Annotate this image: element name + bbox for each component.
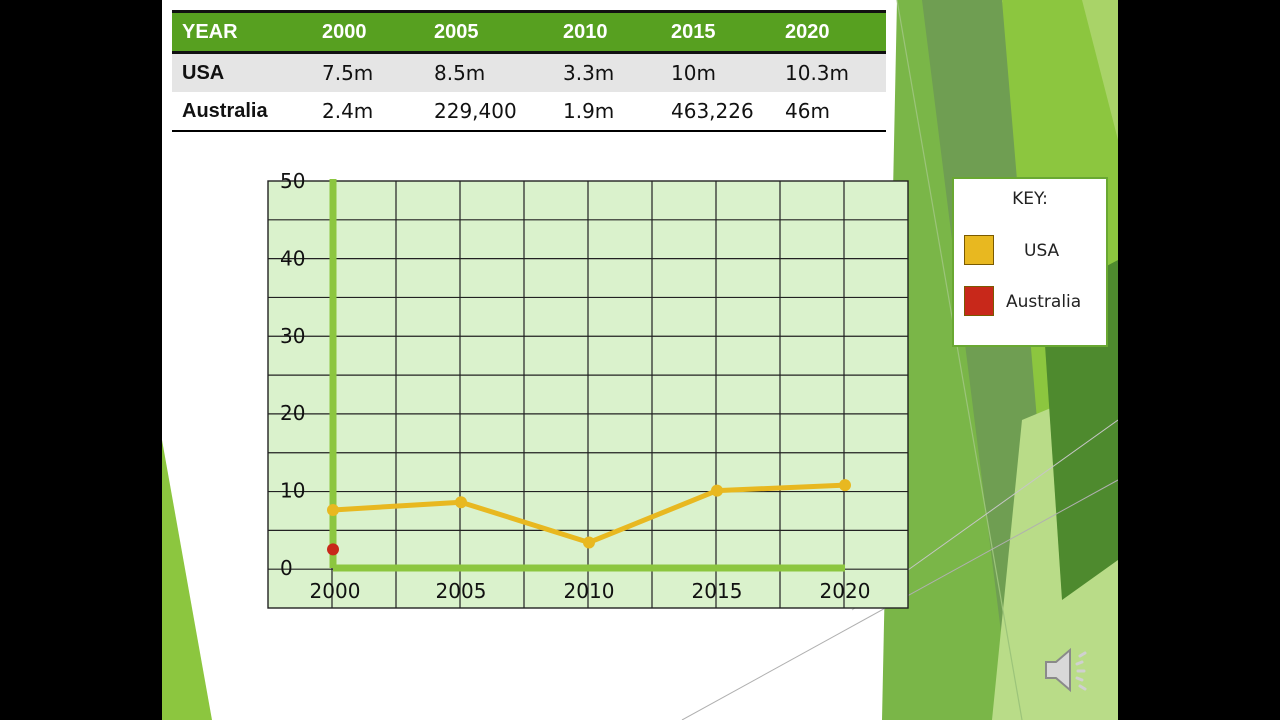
line-chart: 2000 2005 2010 2015 2020 0 10 20 30 40 50 xyxy=(267,169,909,609)
table-cell: 3.3m xyxy=(553,52,661,92)
table-header-row: YEAR 2000 2005 2010 2015 2020 xyxy=(172,10,886,54)
chart-axes xyxy=(329,179,845,572)
legend-label-australia: Australia xyxy=(1006,292,1082,312)
y-tick-label: 30 xyxy=(280,324,305,348)
table-row: Australia 2.4m 229,400 1.9m 463,226 46m xyxy=(172,92,886,131)
chart-tick-labels: 2000 2005 2010 2015 2020 0 10 20 30 40 50 xyxy=(280,169,870,603)
table-cell: 2.4m xyxy=(322,99,374,123)
data-point-usa xyxy=(839,479,851,492)
y-tick-label: 50 xyxy=(280,169,305,193)
table-cell: 463,226 xyxy=(671,99,754,123)
x-tick-label: 2010 xyxy=(564,579,615,603)
table-cell: 229,400 xyxy=(434,99,517,123)
header-cell: 2015 xyxy=(661,10,775,54)
y-tick-label: 10 xyxy=(280,479,305,503)
table-cell: 10.3m xyxy=(775,52,886,92)
legend-swatch-usa xyxy=(964,235,994,265)
header-cell: 2005 xyxy=(424,10,553,54)
data-point-usa xyxy=(327,503,339,516)
row-label: USA xyxy=(172,52,312,92)
legend-title: KEY: xyxy=(1012,189,1048,209)
row-label: Australia xyxy=(182,99,268,122)
y-tick-label: 0 xyxy=(280,556,293,580)
header-cell: 2010 xyxy=(553,10,661,54)
chart-series xyxy=(327,479,851,556)
table-row: USA 7.5m 8.5m 3.3m 10m 10.3m xyxy=(172,52,886,92)
slide: YEAR 2000 2005 2010 2015 2020 USA 7.5m 8… xyxy=(162,0,1118,720)
x-tick-label: 2015 xyxy=(692,579,743,603)
y-tick-label: 20 xyxy=(280,401,305,425)
header-cell: 2020 xyxy=(775,10,886,54)
speaker-icon[interactable] xyxy=(1042,644,1098,696)
data-point-usa xyxy=(455,496,467,509)
data-table: YEAR 2000 2005 2010 2015 2020 USA 7.5m 8… xyxy=(172,10,886,132)
table-cell: 46m xyxy=(785,99,830,123)
x-tick-label: 2005 xyxy=(436,579,487,603)
data-point-usa xyxy=(711,484,723,497)
legend: KEY: USA Australia xyxy=(952,177,1108,347)
header-cell: YEAR xyxy=(172,10,312,54)
data-point-usa xyxy=(583,536,595,549)
legend-label-usa: USA xyxy=(1024,241,1060,261)
x-tick-label: 2020 xyxy=(820,579,871,603)
header-cell: 2000 xyxy=(312,10,424,54)
legend-swatch-australia xyxy=(964,286,994,316)
x-tick-label: 2000 xyxy=(310,579,361,603)
table-cell: 8.5m xyxy=(424,52,553,92)
y-tick-label: 40 xyxy=(280,246,305,270)
table-cell: 7.5m xyxy=(312,52,424,92)
data-point-australia xyxy=(327,543,339,556)
table-cell: 10m xyxy=(661,52,775,92)
table-cell: 1.9m xyxy=(563,99,615,123)
